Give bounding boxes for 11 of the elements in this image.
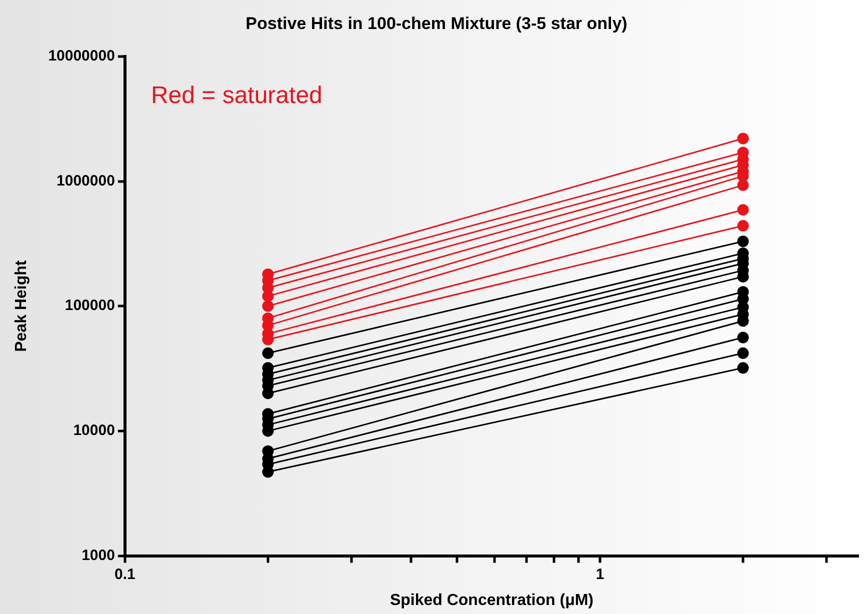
y-tick-label: 10000000 — [48, 48, 115, 65]
chart-title: Postive Hits in 100-chem Mixture (3-5 star only) — [246, 14, 628, 33]
y-tick-label: 1000 — [82, 546, 115, 564]
y-tick-label: 100000 — [64, 297, 115, 314]
annotation: Red = saturated — [150, 82, 322, 110]
x-tick-label: 1 — [596, 566, 604, 583]
x-tick-label: 0.1 — [114, 566, 136, 583]
y-tick-label: 1000000 — [56, 172, 115, 190]
y-axis-title: Peak Height — [13, 260, 30, 352]
y-tick-label: 10000 — [73, 422, 115, 440]
x-axis-title: Spiked Concentration (μM) — [390, 592, 594, 609]
